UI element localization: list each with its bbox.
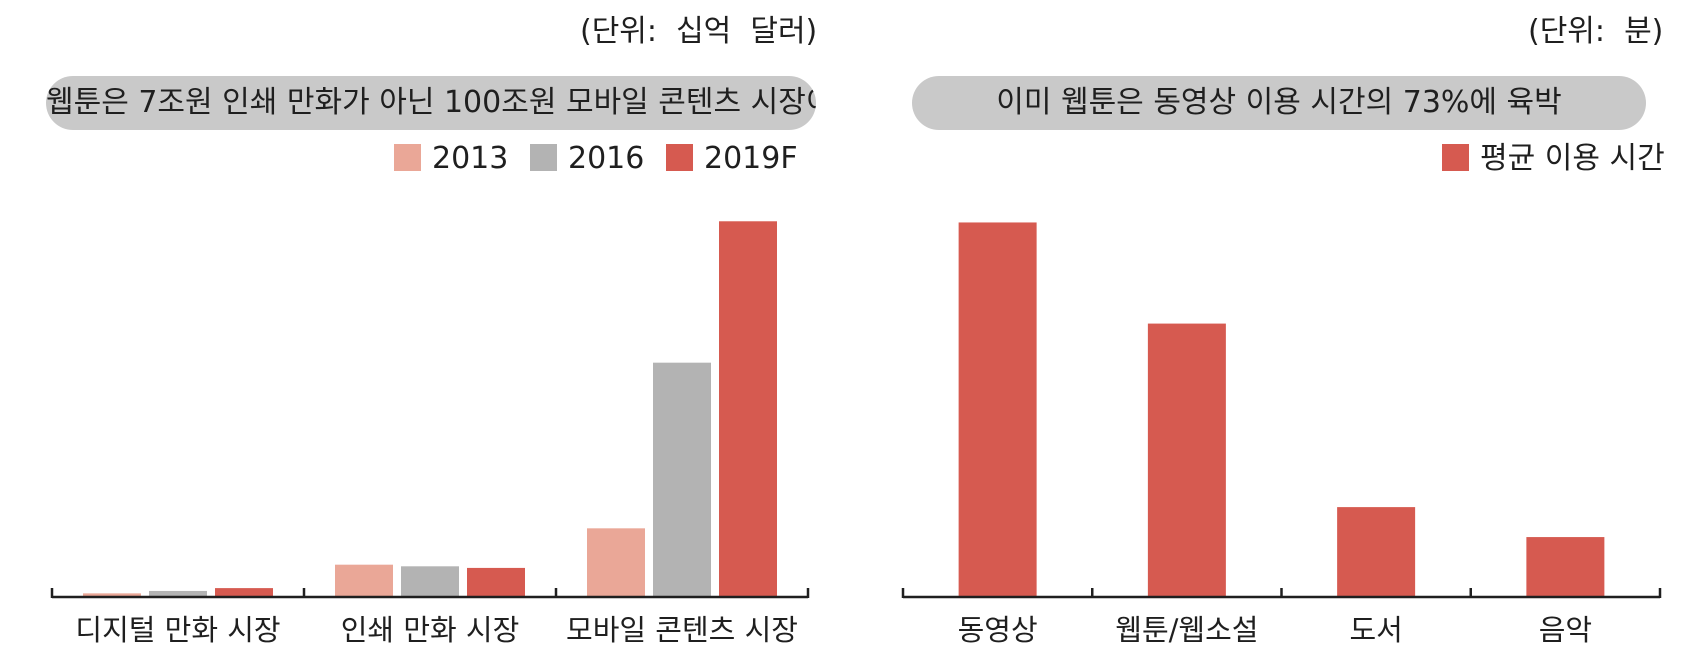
x-tick-label-right-2: 도서 bbox=[1349, 613, 1402, 647]
left-unit-label: (단위: 십억 달러) bbox=[580, 14, 818, 49]
left-headline-pill: 웹툰은 7조원 인쇄 만화가 아닌 100조원 모바일 콘텐츠 시장이 타겟 bbox=[46, 76, 816, 130]
bar-avg-time-cat-3 bbox=[1526, 537, 1605, 597]
bar-2016-cat-2 bbox=[653, 362, 711, 597]
legend-label-2013: 2013 bbox=[432, 141, 508, 176]
bar-2016-cat-1 bbox=[401, 566, 459, 597]
legend-swatch-avg-time bbox=[1442, 144, 1469, 171]
bar-2013-cat-2 bbox=[587, 528, 645, 597]
x-tick-label-right-3: 음악 bbox=[1539, 613, 1592, 647]
x-tick-label-right-0: 동영상 bbox=[958, 613, 1038, 647]
bar-2019f-cat-0 bbox=[215, 588, 273, 597]
bar-2019f-cat-1 bbox=[467, 567, 525, 597]
right-headline-pill: 이미 웹툰은 동영상 이용 시간의 73%에 육박 bbox=[912, 76, 1646, 130]
bar-2019f-cat-2 bbox=[719, 221, 777, 597]
legend-swatch-2013 bbox=[394, 144, 421, 171]
legend-label-2019f: 2019F bbox=[704, 141, 798, 176]
bar-avg-time-cat-0 bbox=[958, 222, 1037, 598]
bar-2013-cat-0 bbox=[83, 593, 141, 597]
legend-swatch-2019f bbox=[666, 144, 693, 171]
bar-avg-time-cat-2 bbox=[1337, 507, 1416, 597]
bar-2013-cat-1 bbox=[335, 564, 393, 597]
bar-2016-cat-0 bbox=[149, 590, 207, 597]
right-unit-label: (단위: 분) bbox=[1528, 14, 1664, 49]
x-tick-label-left-1: 인쇄 만화 시장 bbox=[341, 613, 520, 647]
legend-swatch-2016 bbox=[530, 144, 557, 171]
x-tick-label-left-0: 디지털 만화 시장 bbox=[75, 613, 280, 647]
legend-label-2016: 2016 bbox=[568, 141, 644, 176]
x-tick-label-left-2: 모바일 콘텐츠 시장 bbox=[566, 613, 798, 647]
x-tick-label-right-1: 웹툰/웹소설 bbox=[1115, 613, 1258, 647]
bar-avg-time-cat-1 bbox=[1147, 323, 1226, 597]
legend-label-avg-time: 평균 이용 시간 bbox=[1480, 141, 1665, 176]
